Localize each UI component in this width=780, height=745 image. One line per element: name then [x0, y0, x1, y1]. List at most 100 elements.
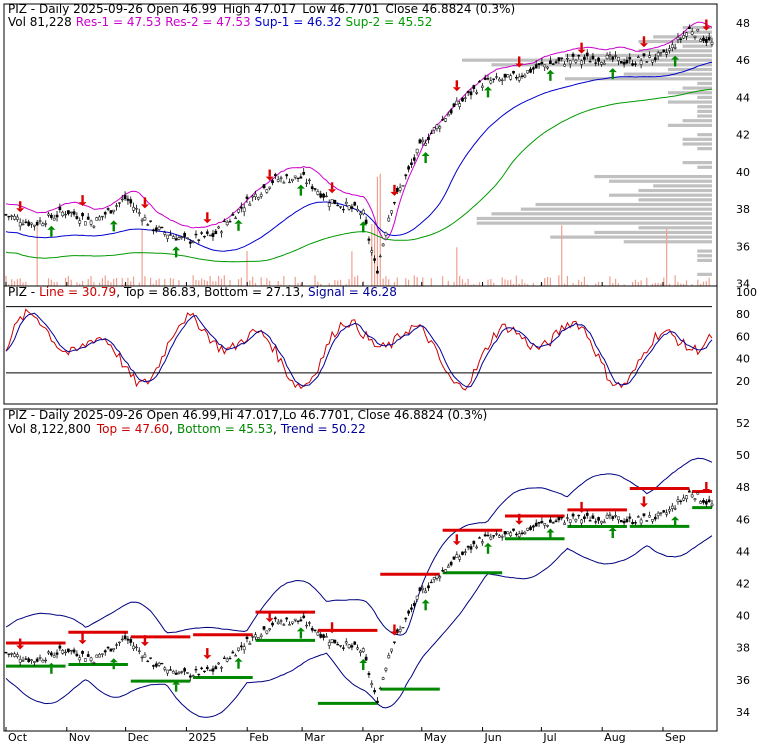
candle-body-28 [84, 221, 87, 226]
trend-tick-34: 34 [736, 706, 750, 719]
volume-bar-196 [561, 225, 563, 293]
trend-candle-body-19 [58, 645, 62, 649]
trend-candle-body-108 [310, 628, 314, 631]
volume-bar-232 [663, 277, 665, 293]
p3-arrow-stem-236 [673, 520, 677, 528]
trend-candle-body-200 [571, 513, 575, 517]
profile-bar-37 [697, 81, 712, 86]
trend-candle-body-105 [302, 615, 306, 619]
volume-bar-48 [141, 229, 143, 293]
candle-body-120 [344, 201, 348, 204]
candle-body-205 [585, 52, 589, 57]
candle-body-153 [438, 126, 442, 129]
trend-candle-body-6 [21, 660, 25, 662]
candle-body-1 [7, 215, 11, 218]
trend-candle-body-241 [687, 490, 691, 493]
osc-tick-100: 100 [736, 286, 757, 299]
candle-body-21 [64, 213, 67, 216]
trend-candle-body-37 [109, 648, 113, 652]
candle-body-232 [662, 49, 666, 53]
p1-arrow-126 [359, 221, 368, 226]
trend-candle-body-18 [55, 652, 59, 655]
candle-body-147 [421, 139, 425, 143]
p1-arrow-104 [296, 184, 305, 189]
trend-candle-body-0 [4, 651, 8, 654]
candle-body-132 [378, 255, 382, 258]
volume-bar-43 [127, 277, 129, 293]
candle-body-95 [274, 174, 277, 176]
candle-body-65 [188, 241, 192, 244]
candle-body-100 [288, 181, 291, 184]
trend-candle-body-44 [129, 639, 133, 643]
price-tick-40: 40 [736, 166, 750, 179]
trend-candle-body-117 [336, 643, 340, 646]
trend-candle-body-51 [149, 657, 152, 659]
p3-arrow-126 [359, 659, 368, 664]
trend-month-label-2: Dec [128, 731, 149, 744]
trend-candle-body-7 [24, 658, 28, 660]
p3-arrow-stem-38 [112, 662, 115, 670]
volume-bar-30 [90, 276, 92, 293]
profile-bar-45 [682, 30, 712, 34]
candle-body-191 [546, 66, 549, 69]
trend-candle-body-52 [152, 665, 155, 667]
candle-body-138 [395, 188, 399, 192]
trend-candle-body-3 [13, 653, 16, 657]
candle-body-111 [319, 193, 323, 198]
osc-tick-20: 20 [736, 375, 750, 388]
trend-candle-body-23 [69, 649, 73, 652]
trend-candle-body-206 [588, 520, 592, 522]
candle-body-51 [149, 220, 152, 222]
volume-bar-144 [413, 275, 415, 293]
candle-body-151 [432, 127, 436, 131]
p1-arrow-181 [515, 63, 524, 68]
candle-body-241 [687, 26, 691, 29]
trend-candle-body-199 [568, 519, 572, 523]
trend-candle-body-15 [47, 651, 50, 654]
trend-candle-body-92 [265, 630, 269, 634]
trend-candle-body-31 [92, 662, 96, 664]
p3-arrow-82 [234, 657, 243, 662]
volume-bar-134 [385, 276, 387, 293]
candle-body-70 [203, 235, 206, 238]
trend-candle-body-238 [679, 500, 683, 503]
candle-body-76 [220, 231, 223, 234]
trend-candle-body-33 [98, 654, 101, 658]
volume-bar-198 [566, 275, 568, 293]
candle-body-190 [543, 64, 547, 68]
trend-candle-body-13 [41, 660, 45, 663]
trend-month-label-1: Nov [69, 731, 91, 744]
candle-body-56 [163, 232, 167, 235]
profile-bar-8 [638, 39, 712, 44]
candle-body-206 [588, 61, 592, 63]
trend-candle-body-213 [608, 514, 612, 516]
candle-body-91 [262, 184, 266, 189]
candle-body-220 [628, 57, 632, 60]
trend-candle-body-181 [517, 533, 521, 538]
candle-body-175 [500, 79, 504, 81]
candle-body-32 [95, 217, 99, 221]
p1-arrow-148 [421, 152, 430, 157]
trend-candle-body-36 [106, 646, 110, 649]
oscillator-lines [5, 306, 713, 391]
candle-body-164 [469, 91, 473, 96]
trend-candle-body-164 [469, 546, 473, 550]
profile-bar-26 [682, 161, 712, 165]
candle-body-115 [330, 199, 334, 204]
candle-body-203 [580, 60, 583, 65]
trend-candle-body-14 [44, 659, 48, 662]
candle-body-88 [254, 193, 257, 197]
trend-candle-body-35 [103, 650, 107, 653]
p3-arrow-stem-148 [424, 603, 427, 611]
trend-candle-body-219 [625, 519, 629, 523]
candle-body-193 [551, 63, 555, 65]
p1-arrow-stem-49 [143, 197, 147, 205]
candle-body-163 [466, 90, 470, 93]
p3-arrow-stem-60 [174, 684, 178, 692]
p3-arrow-16 [47, 662, 56, 667]
candle-body-188 [537, 63, 541, 66]
trend-candle-body-198 [566, 517, 569, 519]
trend-candle-body-91 [262, 626, 266, 630]
trend-candle-body-53 [154, 663, 158, 667]
trend-candle-body-1 [7, 653, 11, 655]
